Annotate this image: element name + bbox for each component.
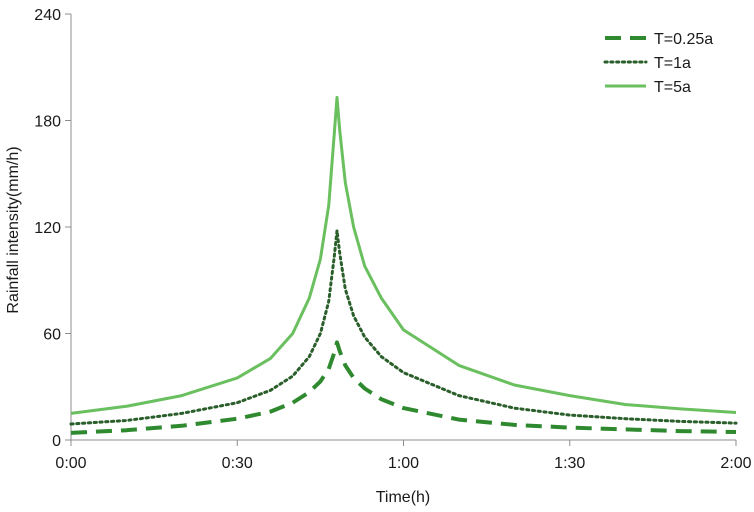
series-line-1 [70, 340, 737, 435]
tick-layer: 0:00 0:30 1:00 1:30 2:00 0 60 120 180 240 [34, 7, 751, 472]
legend-label-2: T=1a [654, 55, 691, 72]
series-line-2 [69, 229, 738, 426]
x-tick-label: 0:30 [222, 455, 253, 472]
x-tick-label: 2:00 [720, 455, 751, 472]
x-tick-label: 1:00 [388, 455, 419, 472]
x-axis-title: Time(h) [376, 489, 431, 506]
y-tick-label: 0 [52, 433, 61, 450]
legend-label-1: T=0.25a [654, 31, 713, 48]
legend-label-3: T=5a [654, 79, 691, 96]
y-tick-label: 60 [43, 327, 61, 344]
series-line-3 [70, 95, 737, 415]
axes [70, 14, 736, 441]
x-tick-label: 0:00 [55, 455, 86, 472]
y-tick-label: 240 [34, 7, 61, 24]
legend: T=0.25a T=1a T=5a [603, 31, 713, 96]
y-tick-label: 180 [34, 114, 61, 131]
y-axis-title: Rainfall intensity(mm/h) [5, 146, 22, 313]
series-layer [69, 95, 738, 435]
x-tick-label: 1:30 [554, 455, 585, 472]
y-tick-label: 120 [34, 220, 61, 237]
